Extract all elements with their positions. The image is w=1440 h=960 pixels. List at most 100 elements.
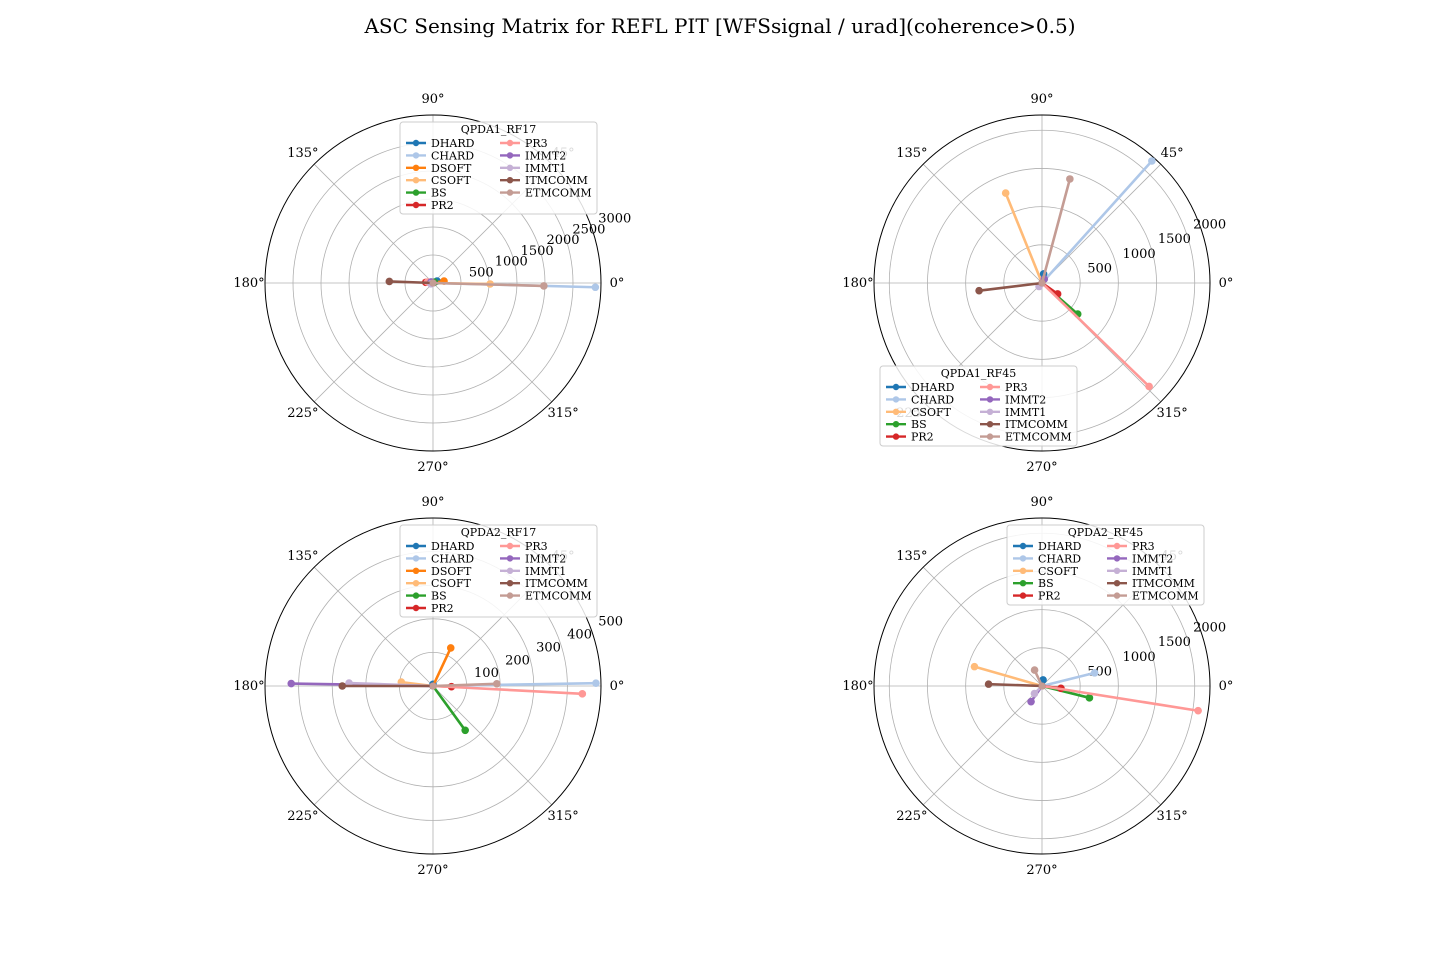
series-line-etmcomm — [1040, 177, 1072, 285]
legend-item-itmcomm: ITMCOMM — [500, 174, 588, 187]
legend-swatch-marker — [412, 152, 420, 159]
angle-tick-label: 135° — [287, 146, 318, 161]
legend-swatch-marker — [412, 139, 420, 147]
legend-item-immt2: IMMT2 — [1107, 552, 1173, 565]
angle-tick-label: 225° — [896, 809, 927, 824]
legend-swatch-marker — [1019, 580, 1027, 587]
series-point-dsoft — [446, 644, 455, 652]
angular-gridline — [922, 566, 1043, 687]
legend-swatch-marker — [986, 408, 994, 415]
series-point-csoft — [1001, 189, 1010, 197]
legend-label: BS — [1038, 577, 1054, 590]
legend-swatch-marker — [892, 408, 900, 415]
angle-tick-label: 0° — [1219, 679, 1234, 694]
series-origin-marker-etmcomm — [1038, 279, 1046, 287]
legend-swatch-marker — [506, 592, 514, 599]
legend-label: DHARD — [911, 381, 955, 394]
series-point-chard — [591, 283, 600, 292]
series-point-etmcomm — [1066, 175, 1074, 183]
series-itmcomm — [975, 279, 1046, 295]
legend-item-etmcomm: ETMCOMM — [1107, 590, 1199, 603]
legend-item-dhard: DHARD — [886, 381, 955, 394]
legend-item-pr2: PR2 — [406, 199, 454, 212]
series-point-chard — [1148, 157, 1156, 165]
angle-tick-label: 0° — [1219, 276, 1234, 291]
legend-box — [879, 365, 1078, 447]
series-line-pr3 — [1040, 684, 1200, 713]
series-origin-marker-etmcomm — [1038, 682, 1046, 690]
angle-tick-label: 270° — [1026, 863, 1057, 878]
legend-label: PR2 — [911, 431, 934, 444]
legend-item-bs: BS — [886, 418, 927, 431]
legend-swatch-marker — [986, 421, 994, 428]
legend-item-pr3: PR3 — [980, 381, 1028, 394]
legend-label: ETMCOMM — [1132, 590, 1199, 603]
angle-tick-label: 180° — [233, 276, 264, 291]
angular-gridline — [313, 685, 434, 806]
legend-label: CHARD — [431, 149, 474, 162]
legend-item-itmcomm: ITMCOMM — [500, 577, 588, 590]
legend-swatch-marker — [412, 580, 420, 587]
series-point-itmcomm — [984, 680, 993, 688]
angular-gridline — [922, 685, 1043, 806]
legend-label: PR3 — [525, 540, 548, 553]
legend-swatch-marker — [412, 542, 420, 550]
legend-label: IMMT1 — [525, 162, 566, 175]
legend-swatch-marker — [892, 421, 900, 428]
legend-swatch-marker — [412, 604, 420, 612]
legend-item-chard: CHARD — [406, 552, 474, 565]
legend-swatch-marker — [1019, 592, 1027, 599]
legend-label: DHARD — [431, 137, 475, 150]
legend-swatch-marker — [412, 555, 420, 562]
legend-box — [399, 524, 598, 618]
radial-tick-label: 300 — [536, 640, 561, 655]
angle-tick-label: 315° — [1156, 406, 1187, 421]
series-origin-marker-etmcomm — [429, 682, 437, 690]
legend-title: QPDA1_RF17 — [461, 123, 537, 136]
series-point-immt1 — [1030, 689, 1039, 698]
series-etmcomm — [429, 679, 501, 690]
angular-gridline — [1041, 163, 1162, 284]
legend-label: PR2 — [431, 199, 454, 212]
series-point-itmcomm — [385, 277, 394, 286]
legend-item-itmcomm: ITMCOMM — [1107, 577, 1195, 590]
angular-gridline — [1041, 685, 1162, 806]
radial-tick-label: 3000 — [598, 212, 631, 227]
angle-tick-label: 270° — [1026, 460, 1057, 475]
angle-tick-label: 180° — [842, 679, 873, 694]
angle-tick-label: 180° — [233, 679, 264, 694]
legend-label: DSOFT — [431, 565, 472, 578]
legend-item-immt1: IMMT1 — [1107, 565, 1173, 578]
angle-tick-label: 270° — [417, 863, 448, 878]
legend-label: PR2 — [1038, 590, 1061, 603]
legend-item-csoft: CSOFT — [886, 406, 952, 419]
series-point-etmcomm — [1030, 666, 1039, 674]
polar-frame — [873, 517, 1211, 855]
legend-label: IMMT1 — [525, 565, 566, 578]
polar-panel-qpda1-rf17: 0°45°90°135°180°225°270°315°500100015002… — [233, 92, 631, 475]
series-point-immt2 — [287, 679, 296, 688]
legend-item-etmcomm: ETMCOMM — [500, 187, 592, 200]
series-point-etmcomm — [540, 282, 548, 290]
angle-tick-label: 90° — [1030, 495, 1053, 510]
legend-item-chard: CHARD — [886, 393, 954, 406]
legend-swatch-marker — [506, 152, 514, 159]
legend-item-dsoft: DSOFT — [406, 565, 472, 578]
legend-label: IMMT2 — [525, 552, 566, 565]
legend-item-immt1: IMMT1 — [500, 162, 566, 175]
legend-swatch-marker — [892, 383, 900, 391]
legend-label: PR3 — [1005, 381, 1028, 394]
series-etmcomm — [1038, 175, 1074, 287]
legend-box — [399, 121, 598, 215]
angle-tick-label: 135° — [896, 549, 927, 564]
legend-item-dsoft: DSOFT — [406, 162, 472, 175]
angle-tick-label: 225° — [287, 406, 318, 421]
radial-tick-label: 1500 — [1158, 232, 1191, 247]
legend-item-dhard: DHARD — [406, 137, 475, 150]
series-point-pr3 — [1145, 382, 1153, 391]
legend-label: BS — [431, 590, 447, 603]
series-point-immt2 — [1027, 697, 1035, 706]
legend-label: IMMT1 — [1005, 406, 1046, 419]
